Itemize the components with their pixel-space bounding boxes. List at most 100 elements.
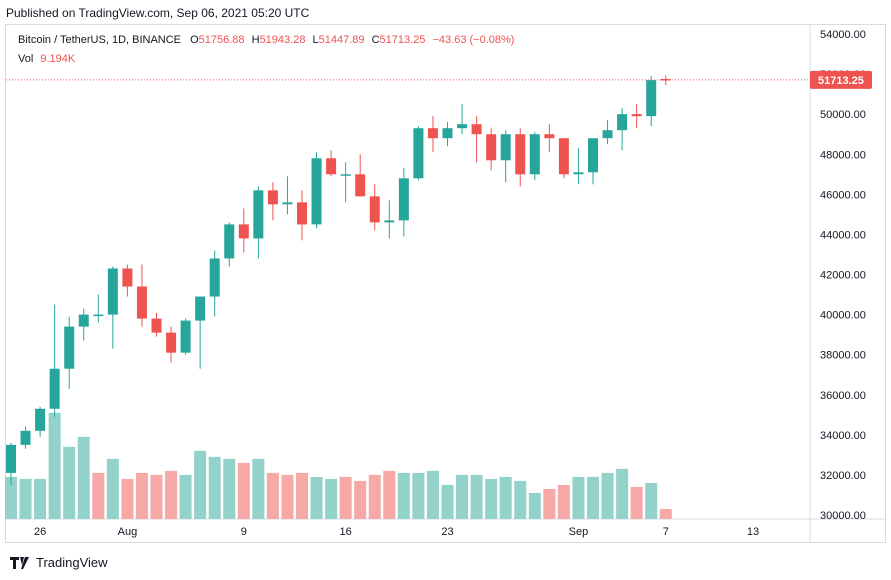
candle-body[interactable] (646, 80, 657, 117)
volume-label: Vol (18, 53, 34, 65)
time-tick-label: 9 (241, 526, 247, 538)
volume-bar (150, 474, 163, 519)
candle-body[interactable] (238, 224, 249, 239)
volume-bar (528, 492, 541, 519)
price-tick-label: 54000.00 (820, 29, 866, 41)
candle-body[interactable] (151, 318, 162, 333)
candle-body[interactable] (588, 138, 598, 173)
close-value: 51713.25 (379, 34, 426, 46)
candle-body[interactable] (355, 174, 366, 197)
volume-bar (587, 476, 599, 519)
candle-body[interactable] (35, 408, 46, 431)
volume-bar (310, 476, 323, 519)
low-label: L (312, 34, 319, 46)
volume-bar (339, 476, 352, 519)
candle-body[interactable] (631, 114, 642, 117)
volume-value: 9.194K (40, 53, 76, 65)
candle-body[interactable] (224, 224, 235, 259)
time-tick-label: 16 (340, 526, 352, 538)
price-tick-label: 50000.00 (820, 109, 866, 121)
volume-bar (456, 474, 469, 519)
price-tick-label: 36000.00 (820, 390, 866, 402)
tradingview-logo-icon (10, 556, 29, 569)
price-tick-label: 30000.00 (820, 510, 866, 522)
volume-bar (368, 474, 381, 519)
candle-body[interactable] (471, 124, 482, 135)
candle-body[interactable] (195, 296, 206, 321)
candle-body[interactable] (660, 78, 671, 81)
candle-body[interactable] (558, 138, 569, 175)
time-tick-label: 26 (34, 526, 46, 538)
price-tick-label: 46000.00 (820, 189, 866, 201)
candle-body[interactable] (486, 134, 497, 161)
price-tick-label: 44000.00 (820, 229, 866, 241)
volume-bar (616, 468, 629, 519)
candle-body[interactable] (64, 326, 75, 369)
candle-body[interactable] (297, 202, 307, 225)
volume-bar (266, 472, 279, 519)
candle-body[interactable] (369, 196, 380, 223)
open-label: O (190, 34, 199, 46)
candle-body[interactable] (384, 220, 395, 223)
candle-body[interactable] (617, 114, 628, 131)
candle-body[interactable] (20, 430, 31, 445)
candle-body[interactable] (93, 314, 104, 317)
volume-bar (19, 478, 32, 519)
volume-bar (499, 476, 512, 519)
candle-body[interactable] (529, 134, 540, 175)
volume-bar (135, 472, 148, 519)
price-tick-label: 40000.00 (820, 310, 866, 322)
candle-body[interactable] (573, 172, 584, 175)
candle-body[interactable] (500, 134, 511, 161)
volume-bar (34, 478, 47, 519)
volume-bar (441, 484, 454, 519)
candle-body[interactable] (544, 134, 555, 139)
last-price-tag (810, 70, 872, 89)
volume-bar (397, 472, 410, 519)
candle-body[interactable] (49, 368, 60, 409)
volume-bar (63, 446, 76, 519)
candle-body[interactable] (326, 158, 337, 175)
tradingview-footer[interactable]: TradingView (10, 555, 108, 570)
price-tick-label: 34000.00 (820, 430, 866, 442)
candle-body[interactable] (457, 124, 468, 129)
candle-body[interactable] (602, 130, 613, 139)
volume-bar (514, 480, 527, 519)
candle-body[interactable] (166, 332, 177, 353)
volume-bar (179, 474, 192, 519)
candle-body[interactable] (398, 178, 409, 221)
open-value: 51756.88 (198, 34, 245, 46)
candle-body[interactable] (78, 314, 89, 327)
candle-body[interactable] (122, 268, 133, 287)
change-value: −43.63 (−0.08%) (432, 34, 515, 46)
low-value: 51447.89 (318, 34, 365, 46)
candle-body[interactable] (282, 202, 293, 205)
last-price-label: 51713.25 (818, 75, 864, 87)
candle-body[interactable] (136, 286, 147, 319)
volume-bar (412, 472, 425, 519)
candle-body[interactable] (107, 268, 118, 315)
candle-body[interactable] (413, 128, 424, 179)
volume-bar (426, 470, 439, 519)
candle-body[interactable] (340, 174, 351, 176)
brand-label: TradingView (36, 555, 108, 570)
candle-body[interactable] (427, 128, 438, 139)
candle-body[interactable] (209, 258, 220, 297)
time-tick-label: 13 (747, 526, 759, 538)
time-tick-label: 23 (441, 526, 453, 538)
candle-body[interactable] (6, 444, 16, 473)
candle-body[interactable] (515, 134, 526, 175)
price-tick-label: 32000.00 (820, 470, 866, 482)
candle-body[interactable] (267, 190, 278, 205)
candle-body[interactable] (311, 158, 322, 225)
close-label: C (371, 34, 380, 46)
candle-body[interactable] (180, 320, 191, 353)
volume-bar (208, 456, 221, 519)
volume-bar (630, 486, 643, 519)
volume-bar (485, 478, 498, 519)
volume-bar (237, 462, 250, 519)
volume-bar (572, 476, 585, 519)
candle-body[interactable] (442, 128, 453, 139)
candle-body[interactable] (253, 190, 264, 239)
